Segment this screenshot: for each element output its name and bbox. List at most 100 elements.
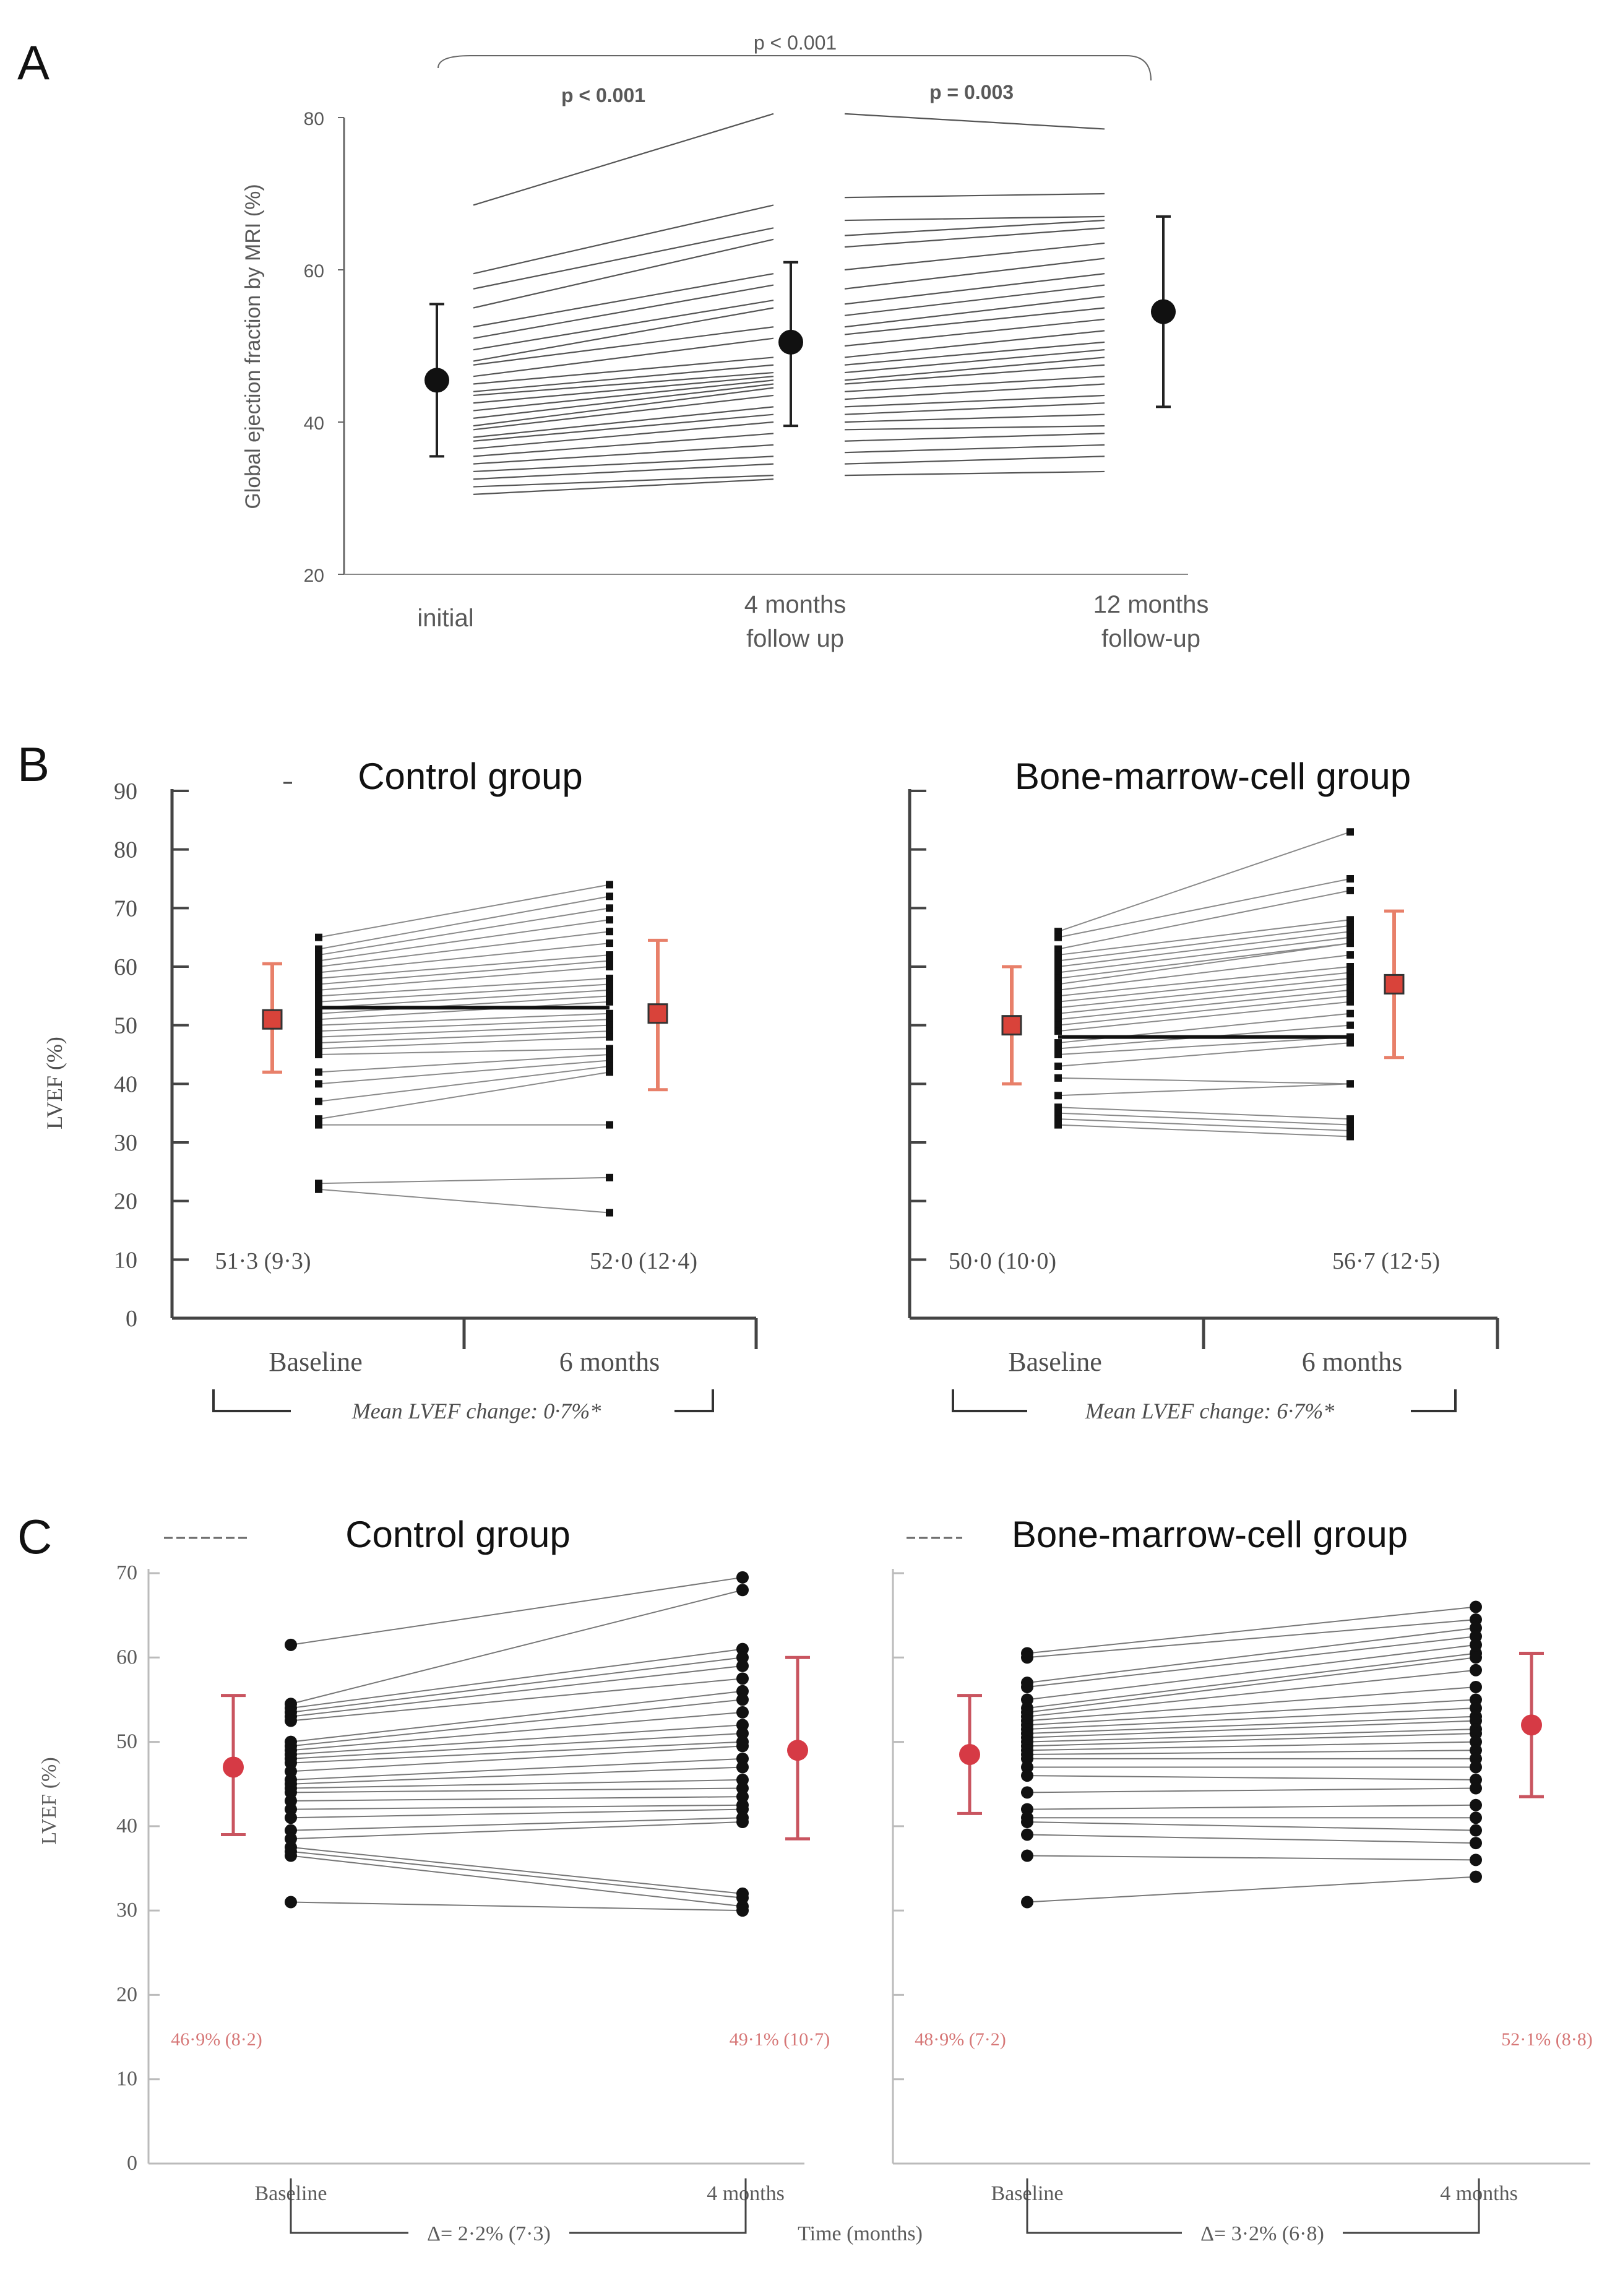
panel-b-left-patient-line (318, 954, 610, 979)
panel-b-right-baseline-marker (1054, 1115, 1062, 1123)
panel-a-y-ticks: 20 40 60 80 (304, 109, 344, 586)
panel-a-patient-line (844, 356, 1105, 381)
panel-a-patient-line (844, 383, 1105, 400)
panel-b-left-baseline-marker (315, 974, 322, 982)
panel-a-patient-line (844, 215, 1105, 222)
panel-c-right-title: Bone-marrow-cell group (1012, 1514, 1408, 1555)
panel-b-left-baseline-marker (315, 1121, 322, 1129)
panel-c-left-means (221, 1655, 810, 1841)
panel-b-right-baseline-marker (1054, 928, 1062, 936)
panel-a-patient-line (473, 463, 774, 480)
panel-b-right-followup-marker (1346, 1039, 1354, 1047)
panel-c-right-baseline-marker (1021, 1786, 1033, 1799)
panel-b-y-axis-label: LVEF (%) (42, 1037, 67, 1129)
panel-b-left-patient-line (318, 1001, 610, 1021)
panel-c-left-patient-line (290, 1758, 743, 1780)
panel-b-right-baseline-label: Baseline (1008, 1347, 1102, 1377)
panel-b-left-followup-marker (606, 928, 613, 936)
panel-a-patient-line (473, 421, 774, 450)
panel-b-y-tick-label: 60 (114, 954, 137, 980)
panel-b-left-patient-line (318, 1036, 610, 1050)
panel-a-category-12m-sub: follow-up (1101, 625, 1200, 652)
panel-c-left-patient-line (290, 1732, 743, 1759)
panel-c-left-baseline-marker (285, 1849, 297, 1862)
panel-b-right-baseline-marker (1054, 1021, 1062, 1029)
panel-b-right-patient-line (1058, 977, 1351, 1009)
panel-b-right-baseline-marker (1054, 1092, 1062, 1100)
panel-c-right-baseline-marker (1021, 1680, 1033, 1693)
panel-c-right-followup-marker (1470, 1664, 1482, 1677)
panel-b-right-patient-line (1058, 1001, 1351, 1032)
panel-a-patient-line (844, 227, 1105, 248)
panel-b-left-followup-marker (606, 974, 613, 982)
panel-c-left-patient-line (290, 1850, 743, 1899)
panel-c-y-tick-label: 0 (127, 2152, 137, 2175)
panel-b-right-followup-marker (1346, 980, 1354, 988)
panel-b-left-patient-line (318, 989, 610, 1009)
panel-b-left-followup-marker (606, 881, 613, 889)
panel-c-right-patient-line (1027, 1627, 1476, 1684)
panel-a-patient-line (473, 364, 774, 392)
panel-c-y-tick-label: 40 (116, 1815, 137, 1837)
panel-c-right-baseline-mean: 48·9% (7·2) (915, 2029, 1006, 2050)
panel-c-y-tick-label: 10 (116, 2068, 137, 2091)
panel-a-patient-line (473, 387, 774, 427)
panel-b-right-followup-marker (1346, 875, 1354, 883)
panel-c-left-baseline-mean: 46·9% (8·2) (171, 2029, 262, 2050)
panel-b-right-baseline-marker (1054, 974, 1062, 982)
panel-b-right-followup-marker (1346, 1021, 1354, 1029)
panel-b-left-patient-lines (315, 881, 613, 1217)
panel-b-right-patient-line (1058, 1077, 1351, 1085)
panel-b-left-baseline-marker (315, 1033, 322, 1041)
panel-b-right-patient-line (1058, 925, 1351, 962)
panel-a-patient-line (473, 284, 774, 339)
panel-b-left-patient-line (318, 1019, 610, 1032)
panel-a-outer-bracket (437, 55, 1152, 81)
panel-b-left-patient-line (318, 1054, 610, 1073)
panel-b-right-baseline-marker (1054, 1045, 1062, 1053)
panel-b-left-followup-marker (606, 1021, 613, 1029)
panel-a-patient-line (844, 273, 1105, 305)
panel-b-right-followup-marker (1346, 828, 1354, 836)
panel-letter-a: A (17, 35, 50, 90)
panel-b-right-patient-line (1058, 936, 1351, 973)
panel-a-patient-line (473, 204, 774, 275)
panel-a-y-tick-label: 40 (304, 413, 324, 434)
panel-b-right-followup-marker (1346, 1080, 1354, 1088)
panel-c-left-y-ticks: 0 10 20 30 40 50 60 70 (116, 1561, 904, 2175)
panel-c-right-change-label: Δ= 3·2% (6·8) (1200, 2222, 1324, 2245)
panel-a-patient-line (473, 478, 774, 495)
panel-b-y-tick-label: 20 (114, 1189, 137, 1215)
panel-a-patient-line (473, 455, 774, 473)
panel-b-left-patient-line (318, 931, 610, 967)
panel-c-y-tick-label: 70 (116, 1561, 137, 1584)
panel-b-left-baseline-marker (315, 1080, 322, 1088)
panel-c-right-patient-line (1027, 1686, 1476, 1722)
panel-c-left-followup-marker (736, 1659, 749, 1672)
panel-c-left-patient-line (290, 1589, 743, 1705)
panel-b-y-tick-label: 80 (114, 837, 137, 863)
panel-c-right-4m-mean: 52·1% (8·8) (1501, 2029, 1592, 2050)
panel-a-patient-line (473, 337, 774, 378)
panel-c-y-tick-label: 50 (116, 1730, 137, 1753)
panel-a-patient-line (473, 356, 774, 385)
panel-c-y-tick-label: 20 (116, 1983, 137, 2006)
panel-b-left-baseline-marker (315, 1016, 322, 1024)
panel-b-left-patient-line (318, 1176, 610, 1185)
panel-letter-b: B (17, 737, 50, 792)
panel-b-right-patient-line (1058, 1107, 1351, 1120)
panel-b-left-followup-marker (606, 1027, 613, 1035)
panel-b-left-patient-line (318, 1060, 610, 1085)
panel-b-left-followup-marker (606, 1016, 613, 1024)
panel-b-right-patient-line (1058, 1112, 1351, 1126)
panel-a-patient-line (844, 307, 1105, 335)
panel-b-left-patient-line (318, 995, 610, 1014)
panel-c-right-patient-line (1027, 1750, 1476, 1756)
panel-c-left-baseline-marker (285, 1896, 297, 1909)
panel-b-left-patient-line (318, 896, 610, 950)
panel-a-patient-line (844, 425, 1105, 431)
panel-b-left-patient-line (318, 919, 610, 962)
panel-b-left-baseline-marker (315, 957, 322, 965)
panel-c-right-mean-point (1521, 1714, 1542, 1736)
panel-b-y-tick-label: 90 (114, 779, 137, 805)
